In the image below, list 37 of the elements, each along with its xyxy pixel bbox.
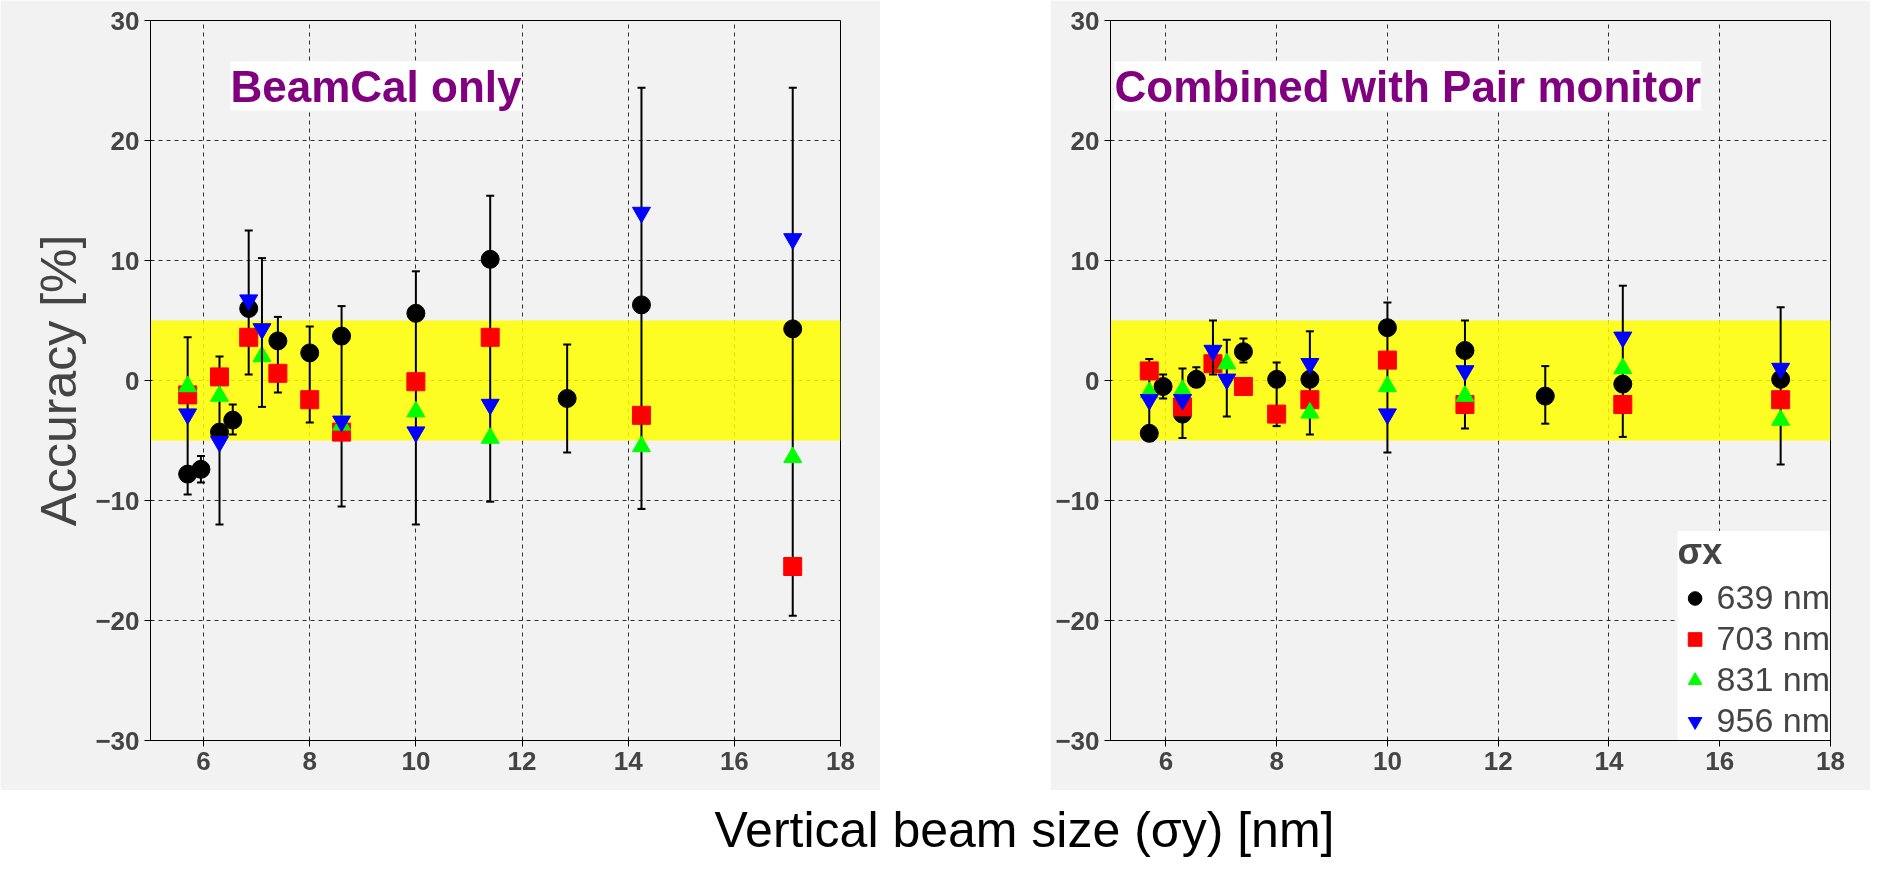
y-tick-label: 10 xyxy=(110,245,140,276)
y-tick-label: 0 xyxy=(1085,365,1100,396)
x-tick-label: 12 xyxy=(1483,745,1513,776)
legend-label: 956 nm xyxy=(1716,701,1830,740)
legend-label: 703 nm xyxy=(1716,619,1830,658)
y-tick-label: −20 xyxy=(95,605,140,636)
x-tick-label: 18 xyxy=(826,745,855,776)
x-tick-label: 14 xyxy=(1594,745,1624,776)
legend-label: 639 nm xyxy=(1716,578,1830,617)
y-tick-label: −10 xyxy=(95,485,140,516)
x-tick-label: 10 xyxy=(1372,745,1402,776)
x-tick-label: 8 xyxy=(1269,745,1284,776)
legend-title: σx xyxy=(1677,531,1724,573)
y-tick-label: −30 xyxy=(95,725,140,756)
y-axis-title: Accuracy [%] xyxy=(31,234,88,527)
y-tick-label: 20 xyxy=(110,125,140,156)
x-tick-label: 8 xyxy=(302,745,317,776)
x-tick-label: 10 xyxy=(401,745,431,776)
y-tick-label: −20 xyxy=(1055,605,1100,636)
x-tick-label: 16 xyxy=(719,745,749,776)
x-tick-label: 6 xyxy=(196,745,211,776)
annotation: Combined with Pair monitor xyxy=(1114,61,1702,111)
y-tick-label: 20 xyxy=(1070,125,1100,156)
y-tick-label: 30 xyxy=(110,5,140,36)
annotation: BeamCal only xyxy=(230,61,523,111)
legend-label: 831 nm xyxy=(1716,660,1830,699)
x-tick-label: 16 xyxy=(1705,745,1735,776)
y-tick-label: −30 xyxy=(1055,725,1100,756)
y-tick-label: 0 xyxy=(125,365,140,396)
x-tick-label: 6 xyxy=(1158,745,1174,776)
x-axis-title: Vertical beam size (σy) [nm] xyxy=(714,801,1335,860)
y-tick-label: 10 xyxy=(1070,245,1100,276)
x-tick-label: 14 xyxy=(613,745,644,776)
x-tick-label: 12 xyxy=(507,745,537,776)
y-tick-label: −10 xyxy=(1055,485,1100,516)
x-tick-label: 18 xyxy=(1816,745,1845,776)
y-tick-label: 30 xyxy=(1070,5,1100,36)
